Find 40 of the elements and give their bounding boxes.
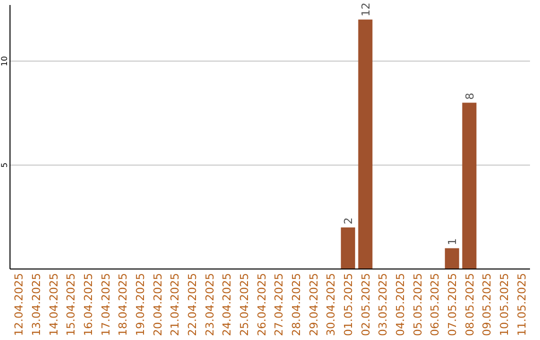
x-tick-label: 06.05.2025 <box>428 273 442 336</box>
x-tick-label: 08.05.2025 <box>463 273 476 336</box>
x-tick-label: 15.04.2025 <box>64 273 78 336</box>
x-tick-label: 19.04.2025 <box>134 273 147 336</box>
x-tick-label: 27.04.2025 <box>272 273 286 336</box>
x-tick-label: 28.04.2025 <box>290 273 303 336</box>
y-tick-label: 10 <box>0 56 9 66</box>
x-tick-label: 07.05.2025 <box>446 273 459 336</box>
x-tick-label: 11.05.2025 <box>515 273 528 336</box>
x-tick-label: 29.04.2025 <box>307 273 320 336</box>
bar <box>444 248 460 269</box>
y-tick-label: 5 <box>0 162 9 168</box>
data-label: 8 <box>463 92 476 100</box>
x-tick-label: 25.04.2025 <box>238 273 251 336</box>
x-tick-label: 10.05.2025 <box>498 273 511 336</box>
x-tick-label: 04.05.2025 <box>394 273 407 336</box>
x-tick-label: 18.04.2025 <box>116 273 130 336</box>
x-tick-label: 20.04.2025 <box>151 273 164 336</box>
x-tick-label: 17.04.2025 <box>99 273 112 336</box>
x-tick-label: 01.05.2025 <box>342 273 355 336</box>
x-tick-label: 23.04.2025 <box>203 273 216 336</box>
bar <box>462 102 476 269</box>
x-tick-label: 12.04.2025 <box>12 273 26 336</box>
data-label: 1 <box>446 238 459 246</box>
bar <box>358 20 372 269</box>
data-label: 12 <box>359 2 372 17</box>
bar <box>340 227 356 269</box>
x-tick-label: 09.05.2025 <box>480 273 494 336</box>
x-tick-label: 21.04.2025 <box>168 273 182 336</box>
x-tick-label: 26.04.2025 <box>255 273 268 336</box>
x-tick-label: 24.04.2025 <box>220 273 234 336</box>
x-tick-label: 16.04.2025 <box>82 273 95 336</box>
x-tick-label: 30.04.2025 <box>324 273 338 336</box>
x-tick-label: 03.05.2025 <box>376 273 390 336</box>
x-tick-label: 05.05.2025 <box>411 273 424 336</box>
x-tick-label: 02.05.2025 <box>359 273 372 336</box>
x-tick-label: 14.04.2025 <box>47 273 60 336</box>
data-label: 2 <box>342 217 355 224</box>
x-tick-label: 13.04.2025 <box>30 273 43 336</box>
x-tick-label: 22.04.2025 <box>186 273 199 336</box>
